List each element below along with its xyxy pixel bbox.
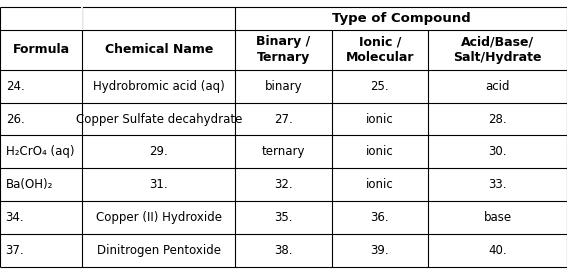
- Text: H₂CrO₄ (aq): H₂CrO₄ (aq): [6, 145, 74, 158]
- Text: base: base: [484, 211, 511, 224]
- Text: Copper Sulfate decahydrate: Copper Sulfate decahydrate: [75, 113, 242, 126]
- Text: 39.: 39.: [371, 244, 389, 257]
- Text: ionic: ionic: [366, 178, 393, 191]
- Text: 32.: 32.: [274, 178, 293, 191]
- Text: acid: acid: [485, 80, 510, 93]
- Text: 30.: 30.: [488, 145, 507, 158]
- Text: Acid/Base/
Salt/Hydrate: Acid/Base/ Salt/Hydrate: [453, 35, 542, 64]
- Text: Formula: Formula: [12, 43, 70, 56]
- Text: ionic: ionic: [366, 113, 393, 126]
- Text: ternary: ternary: [262, 145, 305, 158]
- Text: 35.: 35.: [274, 211, 293, 224]
- Text: 37.: 37.: [6, 244, 24, 257]
- Text: Chemical Name: Chemical Name: [104, 43, 213, 56]
- Text: 34.: 34.: [6, 211, 24, 224]
- Text: 24.: 24.: [6, 80, 24, 93]
- Text: 36.: 36.: [371, 211, 389, 224]
- Text: Hydrobromic acid (aq): Hydrobromic acid (aq): [93, 80, 225, 93]
- Text: 25.: 25.: [371, 80, 389, 93]
- Text: 33.: 33.: [488, 178, 507, 191]
- Text: Binary /
Ternary: Binary / Ternary: [256, 35, 311, 64]
- Text: binary: binary: [265, 80, 302, 93]
- Text: 28.: 28.: [488, 113, 507, 126]
- Text: Ionic /
Molecular: Ionic / Molecular: [346, 35, 414, 64]
- Text: 38.: 38.: [274, 244, 293, 257]
- Text: Ba(OH)₂: Ba(OH)₂: [6, 178, 53, 191]
- Text: Copper (II) Hydroxide: Copper (II) Hydroxide: [96, 211, 222, 224]
- Text: Type of Compound: Type of Compound: [332, 12, 471, 25]
- Text: 27.: 27.: [274, 113, 293, 126]
- Text: Dinitrogen Pentoxide: Dinitrogen Pentoxide: [97, 244, 221, 257]
- Text: 29.: 29.: [149, 145, 168, 158]
- Text: 40.: 40.: [488, 244, 507, 257]
- Text: ionic: ionic: [366, 145, 393, 158]
- Text: 31.: 31.: [150, 178, 168, 191]
- Text: 26.: 26.: [6, 113, 24, 126]
